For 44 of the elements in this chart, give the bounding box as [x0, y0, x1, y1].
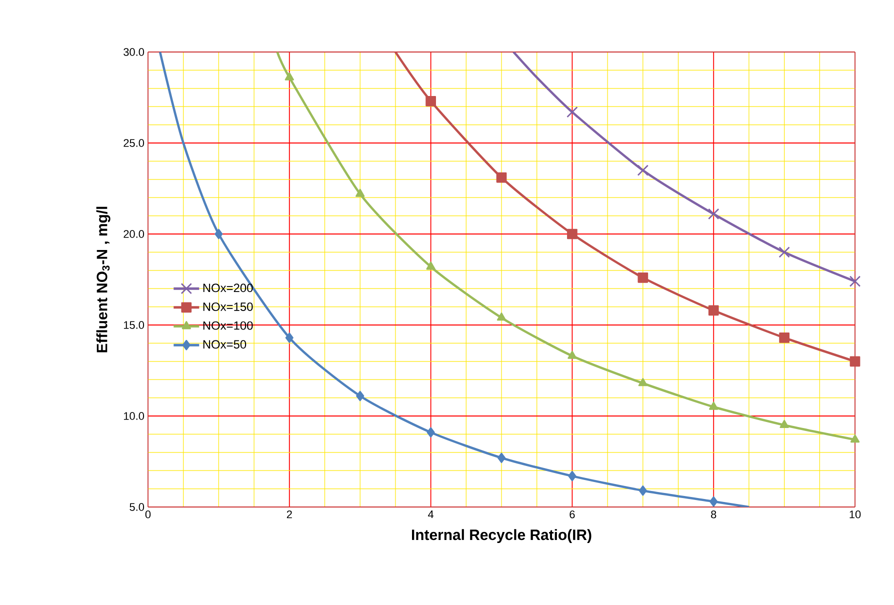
y-tick-label: 20.0	[124, 230, 144, 238]
y-tick-label: 15.0	[124, 321, 144, 329]
x-tick-label: 0	[145, 510, 151, 518]
point	[637, 164, 649, 176]
point	[850, 356, 860, 367]
x-tick-label: 4	[428, 510, 434, 518]
point	[566, 106, 578, 118]
y-tick-label: 5.0	[130, 503, 144, 511]
point	[780, 420, 789, 428]
point	[496, 172, 507, 183]
y-tick-label: 30.0	[124, 48, 144, 56]
x-axis-title: Internal Recycle Ratio(IR)	[412, 529, 592, 544]
point	[356, 390, 364, 402]
point	[568, 470, 576, 482]
point	[426, 427, 435, 438]
point	[638, 272, 648, 283]
point	[214, 228, 223, 240]
y-tick-label: 25.0	[124, 139, 144, 147]
y-axis-title: Effluent NO$_{3}$-N , mg/l	[96, 206, 110, 352]
point	[356, 188, 365, 197]
x-tick-label: 10	[850, 510, 861, 518]
point	[568, 350, 577, 359]
point	[849, 276, 861, 287]
point	[850, 434, 860, 443]
line-series	[158, 52, 750, 507]
point	[497, 452, 506, 464]
point	[708, 305, 719, 316]
point	[426, 96, 436, 106]
point	[778, 246, 790, 258]
point	[779, 332, 790, 343]
point	[284, 72, 294, 80]
point	[426, 262, 436, 270]
y-tick-label: 10.0	[124, 412, 144, 420]
point	[710, 496, 718, 507]
point	[638, 485, 647, 496]
point	[709, 402, 718, 410]
x-tick-label: 6	[570, 510, 575, 518]
point	[638, 378, 648, 386]
point	[708, 208, 720, 220]
x-tick-label: 8	[711, 510, 716, 518]
x-tick-label: 2	[286, 510, 292, 518]
point	[285, 332, 294, 343]
point	[496, 312, 506, 321]
point	[567, 228, 578, 240]
